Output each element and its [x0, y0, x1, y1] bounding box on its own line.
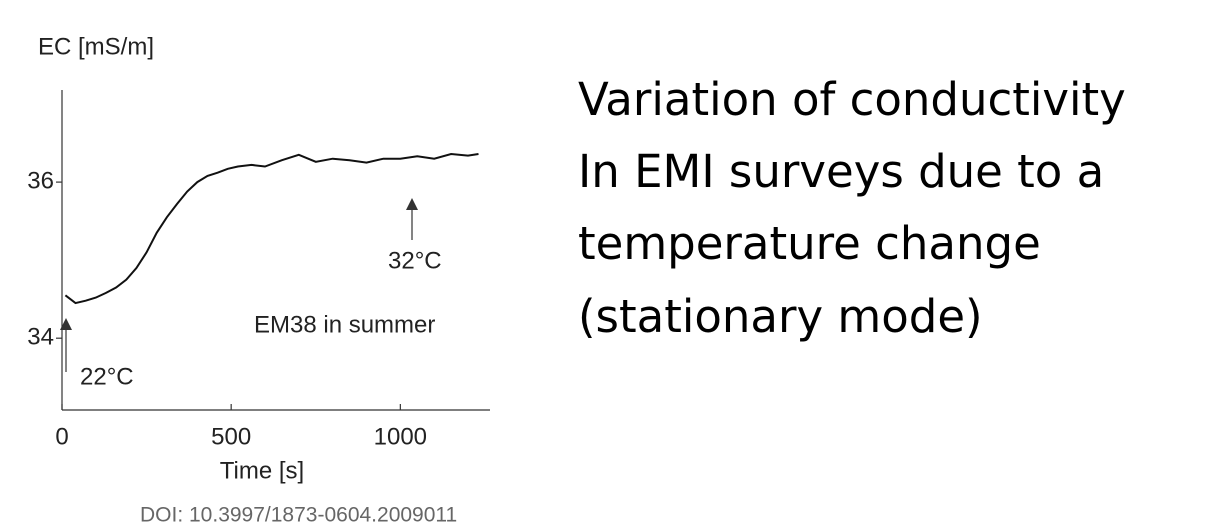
annotation: 22°C — [80, 363, 134, 390]
x-tick-label: 1000 — [374, 423, 427, 450]
slide-text: In EMI surveys due to a — [578, 145, 1104, 198]
y-axis-label: EC [mS/m] — [38, 33, 154, 60]
slide-text: temperature change — [578, 217, 1041, 270]
x-tick-label: 500 — [211, 423, 251, 450]
slide-text: (stationary mode) — [578, 290, 983, 343]
data-line — [64, 152, 479, 305]
slide-text: Variation of conductivity — [578, 73, 1126, 126]
y-tick-label: 36 — [27, 167, 54, 194]
x-axis-label: Time [s] — [220, 457, 304, 484]
annotation: EM38 in summer — [254, 311, 435, 338]
y-tick-label: 34 — [27, 324, 54, 351]
x-tick-label: 0 — [55, 423, 68, 450]
annotation: 32°C — [388, 247, 442, 274]
arrow-head — [60, 318, 72, 330]
arrow-head — [406, 198, 418, 210]
doi: DOI: 10.3997/1873-0604.2009011 — [140, 504, 457, 527]
